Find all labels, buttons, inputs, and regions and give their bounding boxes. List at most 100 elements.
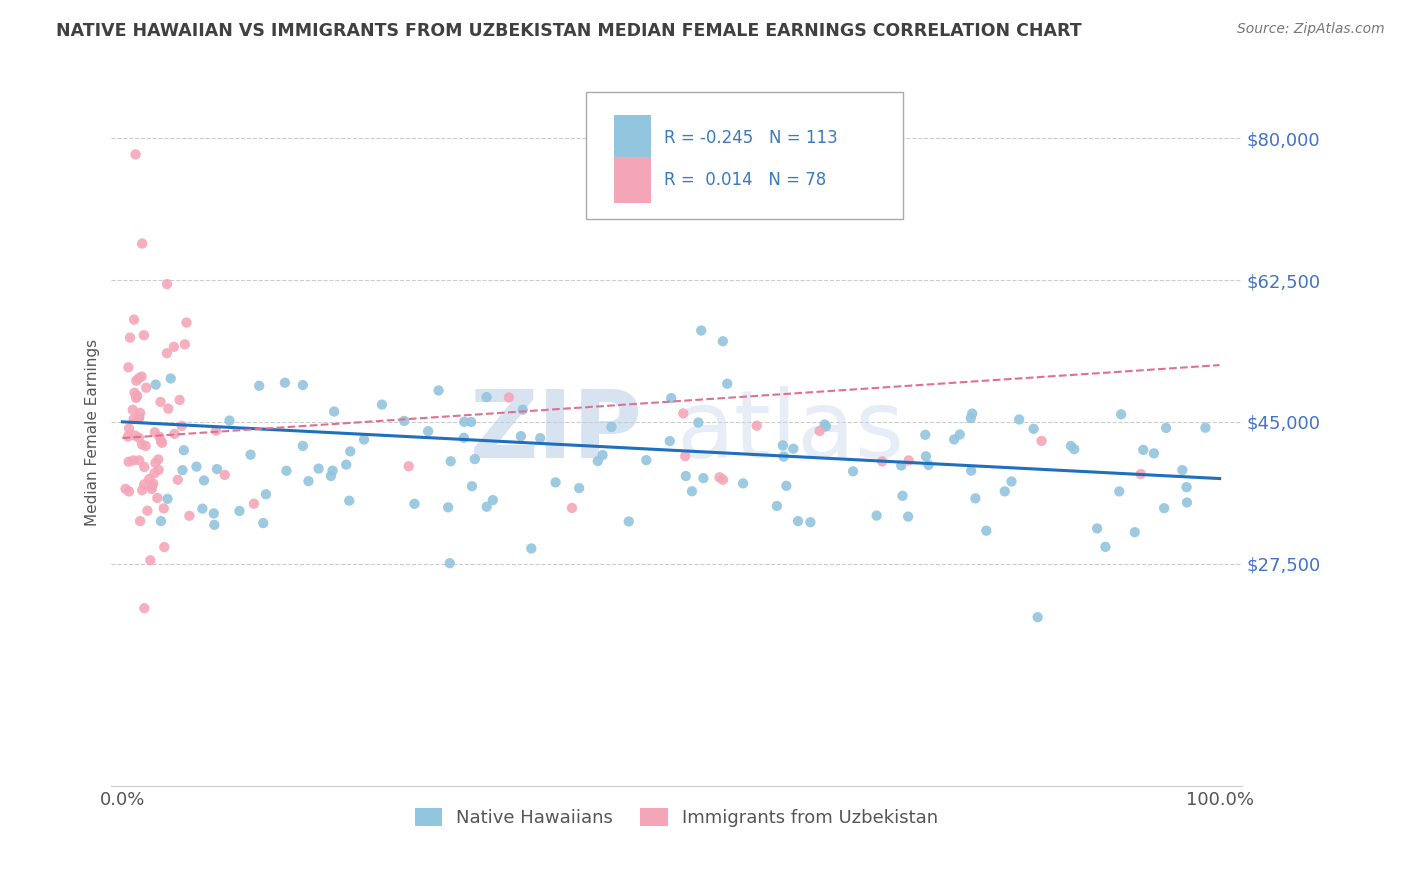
Point [205, 462, 228, 476]
Point [134, 459, 156, 474]
Point [398, 459, 420, 474]
Point [166, 473, 188, 487]
Point [179, 508, 201, 523]
Point [191, 501, 214, 516]
Point [141, 479, 163, 493]
Point [891, 489, 914, 503]
Point [218, 413, 240, 427]
Point [673, 449, 696, 463]
Point [711, 473, 734, 487]
Point [1171, 463, 1194, 477]
Point [186, 459, 208, 474]
Point [865, 508, 887, 523]
Point [1175, 480, 1198, 494]
FancyBboxPatch shape [586, 92, 903, 219]
Point [124, 385, 146, 400]
Point [681, 484, 703, 499]
Text: atlas: atlas [676, 386, 904, 478]
Point [1132, 442, 1154, 457]
Point [122, 453, 145, 467]
Point [960, 464, 983, 478]
Point [138, 472, 160, 486]
Point [173, 443, 195, 458]
Point [672, 406, 695, 420]
Point [1154, 421, 1177, 435]
Point [890, 458, 912, 473]
Point [339, 444, 361, 458]
Point [709, 470, 731, 484]
Point [842, 464, 865, 478]
Point [337, 493, 360, 508]
Point [960, 407, 983, 421]
Point [128, 371, 150, 385]
Point [1109, 408, 1132, 422]
Point [464, 452, 486, 467]
Point [392, 414, 415, 428]
Point [544, 475, 567, 490]
Point [143, 466, 166, 480]
Point [153, 540, 176, 554]
Point [202, 507, 225, 521]
Point [129, 406, 152, 420]
Point [731, 476, 754, 491]
Point [134, 601, 156, 615]
Point [870, 454, 893, 468]
Point [453, 431, 475, 445]
Point [308, 461, 330, 475]
Text: ZIP: ZIP [470, 386, 643, 478]
Point [205, 424, 228, 438]
Y-axis label: Median Female Earnings: Median Female Earnings [86, 338, 100, 525]
Point [247, 379, 270, 393]
Point [170, 419, 193, 434]
Point [353, 433, 375, 447]
Text: R = -0.245   N = 113: R = -0.245 N = 113 [664, 128, 838, 146]
Point [772, 438, 794, 452]
Point [128, 411, 150, 425]
Point [131, 437, 153, 451]
Point [974, 524, 997, 538]
FancyBboxPatch shape [614, 157, 651, 203]
Point [243, 497, 266, 511]
Point [156, 491, 179, 506]
Point [782, 442, 804, 456]
Point [322, 464, 344, 478]
Point [159, 371, 181, 385]
Point [475, 390, 498, 404]
Point [1108, 484, 1130, 499]
Point [808, 424, 831, 438]
Point [173, 337, 195, 351]
Point [561, 500, 583, 515]
Point [131, 369, 153, 384]
Point [1063, 442, 1085, 457]
Point [143, 456, 166, 470]
Point [156, 277, 179, 291]
Point [482, 493, 505, 508]
Point [128, 453, 150, 467]
Point [1153, 501, 1175, 516]
Point [148, 430, 170, 444]
Point [568, 481, 591, 495]
Text: Source: ZipAtlas.com: Source: ZipAtlas.com [1237, 22, 1385, 37]
Point [371, 398, 394, 412]
Point [1194, 421, 1216, 435]
Point [125, 391, 148, 405]
Point [121, 402, 143, 417]
Point [145, 377, 167, 392]
Text: R =  0.014   N = 78: R = 0.014 N = 78 [664, 171, 827, 189]
Point [291, 439, 314, 453]
Point [129, 514, 152, 528]
Point [617, 515, 640, 529]
Point [276, 464, 298, 478]
Point [512, 402, 534, 417]
Point [1129, 467, 1152, 481]
Point [1008, 412, 1031, 426]
Point [118, 421, 141, 435]
Point [1022, 422, 1045, 436]
Point [799, 515, 821, 529]
Point [117, 455, 139, 469]
Point [498, 391, 520, 405]
Point [254, 487, 277, 501]
Point [1123, 525, 1146, 540]
Point [149, 395, 172, 409]
Point [897, 509, 920, 524]
